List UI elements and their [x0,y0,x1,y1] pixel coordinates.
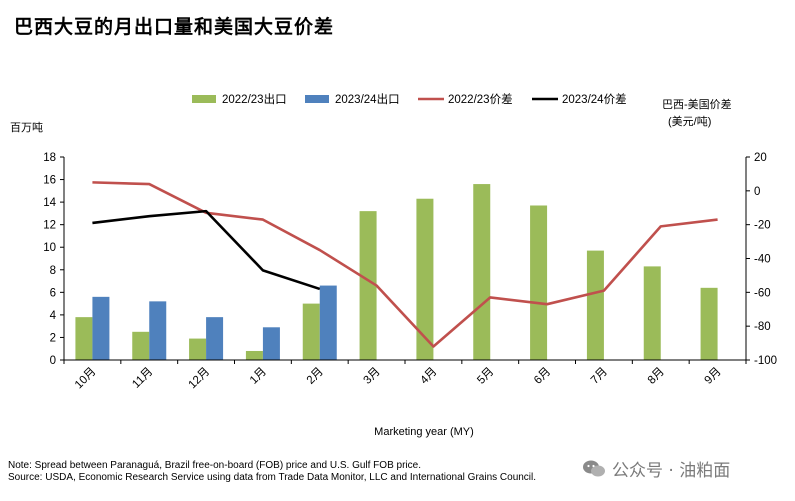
bar-2223-2 [189,338,207,360]
lines [92,181,718,348]
y-left-tick-label: 6 [50,287,56,299]
x-tick-label: 4月 [418,366,439,387]
x-tick-label: 12月 [187,366,213,392]
bar-2324-4 [319,285,337,360]
bar-2223-11 [700,287,718,360]
y-left-tick-label: 10 [43,242,56,254]
line-2223 [92,181,718,348]
x-tick-label: 5月 [475,366,496,387]
line-2324 [92,209,321,291]
x-tick-label: 3月 [362,366,383,387]
legend-swatch-1 [305,95,329,103]
y-right-tick-label: -20 [754,220,771,232]
y-left-tick-label: 8 [50,265,56,277]
legend-label-1: 2023/24出口 [335,92,400,106]
y-left-tick-label: 2 [50,332,56,344]
x-axis-title: Marketing year (MY) [374,426,474,438]
legend: 2022/23出口 2023/24出口 2022/23价差 2023/24价差 [192,92,627,106]
y-left-tick-label: 14 [43,197,56,209]
y-right-tick-label: 20 [754,152,767,164]
x-tick-label: 9月 [703,366,724,387]
y-left-tick-label: 16 [43,175,56,187]
bar-2223-3 [245,350,263,360]
bar-2223-5 [359,211,377,360]
bar-2223-6 [416,198,434,360]
x-tick-label: 8月 [646,366,667,387]
chart-note: Note: Spread between Paranaguá, Brazil f… [8,460,421,471]
bar-2223-10 [643,266,661,360]
bar-2324-1 [149,301,167,360]
x-tick-label: 1月 [248,366,269,387]
legend-swatch-0 [192,95,216,103]
y-left-tick-label: 4 [50,310,57,322]
bar-2223-0 [75,317,93,360]
bar-2324-0 [92,296,110,360]
y-axis-right-title-line2: (美元/吨) [668,115,711,128]
bar-2223-8 [530,205,548,360]
x-tick-label: 7月 [589,366,610,387]
y-right-tick-label: -100 [754,355,777,367]
y-axis-left-title: 百万吨 [10,121,43,134]
x-tick-label: 11月 [130,366,155,391]
legend-label-2: 2022/23价差 [448,92,513,106]
wechat-icon [583,460,605,476]
y-right-tick-label: -40 [754,254,771,266]
y-left-tick-label: 0 [50,355,56,367]
y-left-tick-label: 12 [43,220,56,232]
bar-2324-3 [262,327,280,360]
bar-2223-7 [473,184,491,360]
page-title: 巴西大豆的月出口量和美国大豆价差 [14,16,335,38]
bar-2223-4 [302,303,320,360]
x-tick-label: 6月 [532,366,553,387]
bar-2223-9 [586,250,604,360]
bar-2324-2 [206,317,224,360]
legend-label-3: 2023/24价差 [562,92,627,106]
watermark-text: 公众号 · 油粕面 [612,461,731,481]
bars [75,184,718,360]
y-left-tick-label: 18 [43,152,56,164]
chart-source: Source: USDA, Economic Research Service … [8,472,537,483]
legend-label-0: 2022/23出口 [222,92,287,106]
y-right-tick-label: 0 [754,186,760,198]
watermark: 公众号 · 油粕面 [582,456,730,481]
y-right-tick-label: -60 [754,287,771,299]
bar-2223-1 [132,331,150,360]
y-axis-right-title-line1: 巴西-美国价差 [662,97,732,111]
x-tick-label: 10月 [73,366,99,392]
y-right-tick-label: -80 [754,321,771,333]
x-tick-label: 2月 [305,366,326,387]
